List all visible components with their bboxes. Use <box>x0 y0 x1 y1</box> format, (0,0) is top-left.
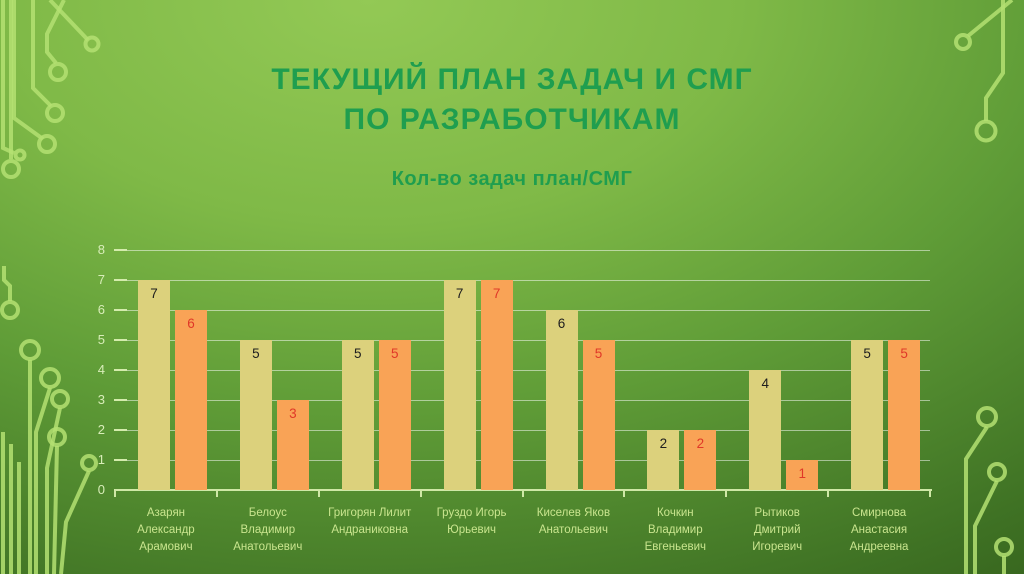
bar-value-label: 4 <box>761 376 769 391</box>
y-axis-tick-6 <box>114 309 127 311</box>
category-label-7: Рытиков Дмитрий Игоревич <box>752 507 803 553</box>
category-label-3: Григорян Лилит Андраниковна <box>328 507 412 536</box>
bar-value-label: 7 <box>455 286 464 301</box>
gridline-2 <box>115 429 930 431</box>
x-axis-tick-1 <box>215 491 218 497</box>
bar-value-label: 5 <box>594 346 603 361</box>
bar-СМГ-3: 5 <box>378 340 411 490</box>
x-axis-tick-8 <box>929 491 931 497</box>
circuit-traces-bottom-right <box>964 406 1014 574</box>
bar-СМГ-2: 3 <box>276 400 309 490</box>
gridline-8 <box>115 249 930 251</box>
bar-value-label: 2 <box>696 436 705 451</box>
y-axis-tick-4 <box>114 369 127 371</box>
x-axis-tick-5 <box>623 491 626 497</box>
y-axis-label-5: 5 <box>97 332 105 347</box>
bar-value-label: 3 <box>289 406 297 421</box>
bar-value-label: 2 <box>659 436 668 451</box>
category-label-2: Белоус Владимир Анатольевич <box>233 507 303 553</box>
category-label-1: Азарян Александр Арамович <box>137 507 195 553</box>
bar-value-label: 7 <box>492 286 501 301</box>
bar-value-label: 7 <box>150 286 158 301</box>
y-axis-label-7: 7 <box>97 272 105 287</box>
bar-value-label: 5 <box>353 346 362 361</box>
plot-area: 0 1 2 3 4 5 6 7 8 7 6 Азарян Александр Арамович 5 3 Бе… <box>98 242 932 553</box>
x-axis-tick-7 <box>827 491 830 497</box>
bar-value-label: 5 <box>390 346 399 361</box>
x-axis-tick-2 <box>317 491 320 497</box>
y-axis-label-3: 3 <box>97 392 105 407</box>
gridline-3 <box>115 399 930 401</box>
bar-план-4: 7 <box>443 280 476 490</box>
y-axis-tick-2 <box>114 429 127 431</box>
gridline-4 <box>115 369 930 371</box>
gridline-7 <box>115 279 930 281</box>
gridline-1 <box>115 459 930 461</box>
y-axis-tick-1 <box>114 459 127 461</box>
bar-СМГ-5: 5 <box>582 340 615 490</box>
y-axis-label-2: 2 <box>97 422 105 437</box>
bar-СМГ-7: 1 <box>786 460 819 490</box>
bar-СМГ-4: 7 <box>480 280 513 490</box>
x-axis-tick-0 <box>114 491 116 497</box>
y-axis-tick-3 <box>114 399 127 401</box>
gridline-5 <box>115 339 930 341</box>
slide-title: ТЕКУЩИЙ ПЛАН ЗАДАЧ И СМГ ПО РАЗРАБОТЧИКА… <box>271 63 753 136</box>
bar-план-1: 7 <box>138 280 170 490</box>
bar-value-label: 1 <box>798 466 806 481</box>
chart-title: Кол-во задач план/СМГ <box>391 168 633 190</box>
bar-план-5: 6 <box>545 310 578 490</box>
bar-СМГ-6: 2 <box>684 430 717 490</box>
bar-план-6: 2 <box>647 430 680 490</box>
y-axis-label-8: 8 <box>97 242 105 257</box>
category-label-5: Киселев Яков Анатольевич <box>536 507 611 536</box>
y-axis-tick-8 <box>114 249 127 251</box>
bar-value-label: 5 <box>900 346 908 361</box>
x-axis-tick-6 <box>725 491 728 497</box>
y-axis-tick-5 <box>114 339 127 341</box>
y-axis-label-4: 4 <box>97 362 105 377</box>
x-axis-line <box>115 489 932 491</box>
y-axis-label-1: 1 <box>97 452 105 467</box>
bar-value-label: 6 <box>187 316 195 331</box>
y-axis-label-6: 6 <box>97 302 105 317</box>
x-axis-tick-4 <box>521 491 524 497</box>
category-label-4: Груздо Игорь Юрьевич <box>436 507 507 536</box>
bar-план-7: 4 <box>749 370 782 490</box>
bar-value-label: 6 <box>557 316 566 331</box>
bar-СМГ-8: 5 <box>888 340 921 490</box>
bar-value-label: 5 <box>252 346 260 361</box>
bar-план-3: 5 <box>341 340 374 490</box>
bar-СМГ-1: 6 <box>175 310 207 490</box>
category-label-6: Кочкин Владимир Евгеньевич <box>644 507 706 553</box>
bar-план-2: 5 <box>239 340 272 490</box>
x-axis-tick-3 <box>419 491 422 497</box>
category-label-8: Смирнова Анастасия Андреевна <box>849 507 909 553</box>
gridline-6 <box>115 309 930 311</box>
bar-value-label: 5 <box>863 346 871 361</box>
y-axis-label-0: 0 <box>97 482 105 497</box>
y-axis-tick-7 <box>114 279 127 281</box>
bar-план-8: 5 <box>851 340 884 490</box>
